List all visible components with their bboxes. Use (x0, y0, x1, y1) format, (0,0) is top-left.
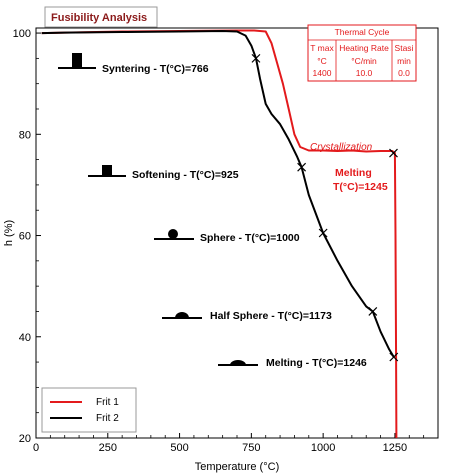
tc-value-stasi: 0.0 (398, 68, 410, 78)
sphere-shape-icon (154, 229, 194, 240)
legend: Frit 1 Frit 2 (41, 387, 137, 433)
annotation-half-sphere: Half Sphere - T(°C)=1173 (210, 310, 332, 322)
tc-value-heating-rate: 10.0 (356, 68, 373, 78)
x-tick-label: 0 (33, 442, 39, 454)
x-tick-label: 250 (99, 442, 117, 454)
half-sphere-shape-icon (162, 312, 202, 319)
x-marker (389, 148, 398, 158)
x-marker (318, 228, 328, 238)
x-marker (251, 53, 261, 63)
series-line-frit-2 (41, 30, 395, 358)
legend-label-frit1: Frit 1 (96, 397, 119, 408)
x-marker (368, 307, 378, 316)
tc-unit-heating-rate: °C/min (351, 56, 377, 66)
tc-header-tmax: T max (310, 43, 334, 53)
annotation-sphere: Sphere - T(°C)=1000 (200, 232, 300, 244)
chart-title-box: Fusibility Analysis (44, 6, 158, 28)
annotation-melting-frit2: Melting - T(°C)=1246 (266, 357, 367, 369)
tc-unit-tmax: °C (317, 56, 327, 66)
annotation-melting-frit1-line1: Melting (335, 167, 372, 179)
tc-header-stasi: Stasi (395, 43, 414, 53)
thermal-cycle-title: Thermal Cycle (335, 27, 390, 37)
tc-value-tmax: 1400 (313, 68, 332, 78)
x-axis-title: Temperature (°C) (195, 461, 279, 473)
legend-label-frit2: Frit 2 (96, 413, 119, 424)
tc-header-heating-rate: Heating Rate (339, 43, 389, 53)
x-tick-label: 1000 (311, 442, 335, 454)
tc-unit-stasi: min (397, 56, 411, 66)
softening-shape-icon (88, 165, 126, 177)
y-tick-label: 40 (19, 332, 31, 344)
x-tick-label: 750 (242, 442, 260, 454)
chart-title: Fusibility Analysis (51, 12, 147, 24)
x-tick-label: 500 (170, 442, 188, 454)
axis-ticks: 0 250 500 750 1000 1250 20 40 60 80 100 (13, 28, 425, 454)
x-tick-label: 1250 (383, 442, 407, 454)
melting-shape-icon (218, 360, 258, 366)
y-tick-label: 20 (19, 433, 31, 445)
annotation-syntering: Syntering - T(°C)=766 (102, 63, 209, 75)
y-tick-label: 100 (13, 28, 31, 40)
thermal-cycle-table: Thermal Cycle T max Heating Rate Stasi °… (307, 24, 417, 82)
x-marker (297, 162, 307, 172)
syntering-shape-icon (58, 53, 96, 69)
marker-layer (251, 53, 399, 362)
y-tick-label: 80 (19, 129, 31, 141)
annotation-crystallization: Crystallization (310, 142, 373, 153)
y-axis-title: h (%) (3, 220, 15, 246)
annotation-melting-frit1-line2: T(°C)=1245 (333, 181, 388, 193)
annotation-softening: Softening - T(°C)=925 (132, 169, 239, 181)
y-tick-label: 60 (19, 231, 31, 243)
x-marker (389, 352, 399, 362)
